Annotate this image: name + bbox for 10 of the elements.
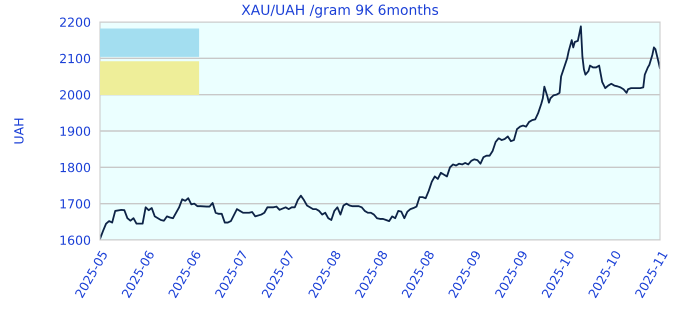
chart-title: XAU/UAH /gram 9K 6months (242, 4, 438, 18)
y-tick-label: 1700 (60, 199, 90, 209)
line-series (100, 25, 660, 240)
y-tick-label: 1900 (60, 126, 90, 136)
y-tick-label: 2200 (60, 17, 90, 27)
y-tick-label: 2000 (60, 90, 90, 100)
y-axis-title: UAH (14, 118, 24, 144)
y-tick-label: 1800 (60, 162, 90, 172)
y-tick-label: 2100 (60, 54, 90, 64)
y-tick-label: 1600 (60, 235, 90, 245)
